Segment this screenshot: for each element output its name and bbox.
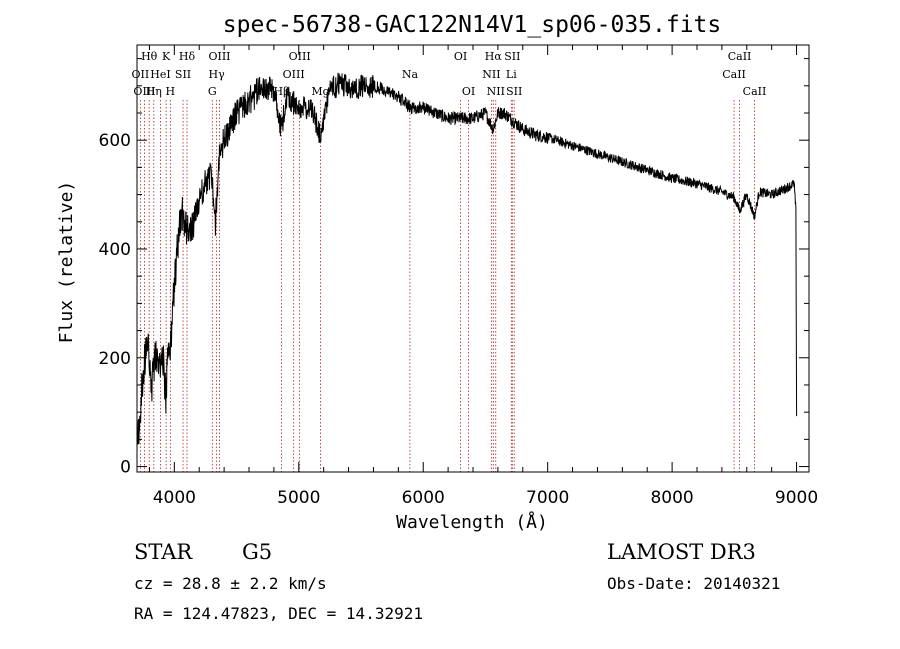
y-tick-label: 0 xyxy=(120,458,131,478)
line-marker-label: OIII xyxy=(208,50,230,63)
line-marker-label: Hθ xyxy=(141,50,158,63)
line-marker-label: Hβ xyxy=(274,85,290,98)
line-marker-label: CaII xyxy=(722,68,746,81)
line-marker-label: Hδ xyxy=(179,50,196,63)
line-marker-label: OII xyxy=(132,68,150,81)
line-marker-label: OIII xyxy=(283,68,305,81)
y-axis-label: Flux (relative) xyxy=(56,181,77,344)
x-tick-label: 6000 xyxy=(402,488,445,508)
line-marker-label: SII xyxy=(506,85,522,98)
axis-ticks: 4000 5000 6000 7000 8000 9000 0 200 400 600 xyxy=(99,45,818,508)
coordinates: RA = 124.47823, DEC = 14.32921 xyxy=(134,604,423,623)
line-marker-label: CaII xyxy=(743,85,767,98)
line-marker-label: CaII xyxy=(728,50,752,63)
line-marker-label: K xyxy=(162,50,171,63)
line-markers: Hθ OII OIII K HeI Hη SII H Hδ OIII Hγ G OIII OIII Hβ Mg… xyxy=(132,50,767,472)
line-marker-label: Hγ xyxy=(209,68,226,81)
x-tick-label: 8000 xyxy=(650,488,693,508)
spectrum-line xyxy=(136,72,798,445)
line-marker-label: Na xyxy=(402,68,419,81)
x-tick-label: 5000 xyxy=(277,488,320,508)
chart-title: spec-56738-GAC122N14V1_sp06-035.fits xyxy=(223,12,722,38)
line-marker-label: Hα xyxy=(485,50,503,63)
line-marker-label: NII xyxy=(482,68,500,81)
survey-name: LAMOST DR3 xyxy=(607,540,756,564)
line-marker-label: Mg xyxy=(311,85,329,98)
obs-date: Obs-Date: 20140321 xyxy=(607,574,781,593)
line-marker-label: HeI xyxy=(150,68,170,81)
object-class: STAR xyxy=(134,540,193,564)
x-tick-label: 7000 xyxy=(526,488,569,508)
x-tick-label: 9000 xyxy=(775,488,818,508)
line-marker-label: SII xyxy=(175,68,191,81)
y-tick-label: 400 xyxy=(99,240,131,260)
line-marker-label: Hη xyxy=(146,85,162,98)
line-marker-label: H xyxy=(166,85,176,98)
cz-value: cz = 28.8 ± 2.2 km/s xyxy=(134,574,327,593)
line-marker-label: OI xyxy=(462,85,475,98)
y-tick-label: 600 xyxy=(99,131,131,151)
x-axis-label: Wavelength (Å) xyxy=(396,511,548,533)
object-subclass: G5 xyxy=(242,540,273,564)
line-marker-label: OI xyxy=(454,50,467,63)
line-marker-label: Li xyxy=(506,68,517,81)
line-marker-label: G xyxy=(208,85,217,98)
x-tick-label: 4000 xyxy=(153,488,196,508)
line-marker-label: NII xyxy=(487,85,505,98)
line-marker-label: SII xyxy=(504,50,520,63)
line-marker-label: OIII xyxy=(133,85,155,98)
line-marker-label: OIII xyxy=(289,50,311,63)
y-tick-label: 200 xyxy=(99,349,131,369)
